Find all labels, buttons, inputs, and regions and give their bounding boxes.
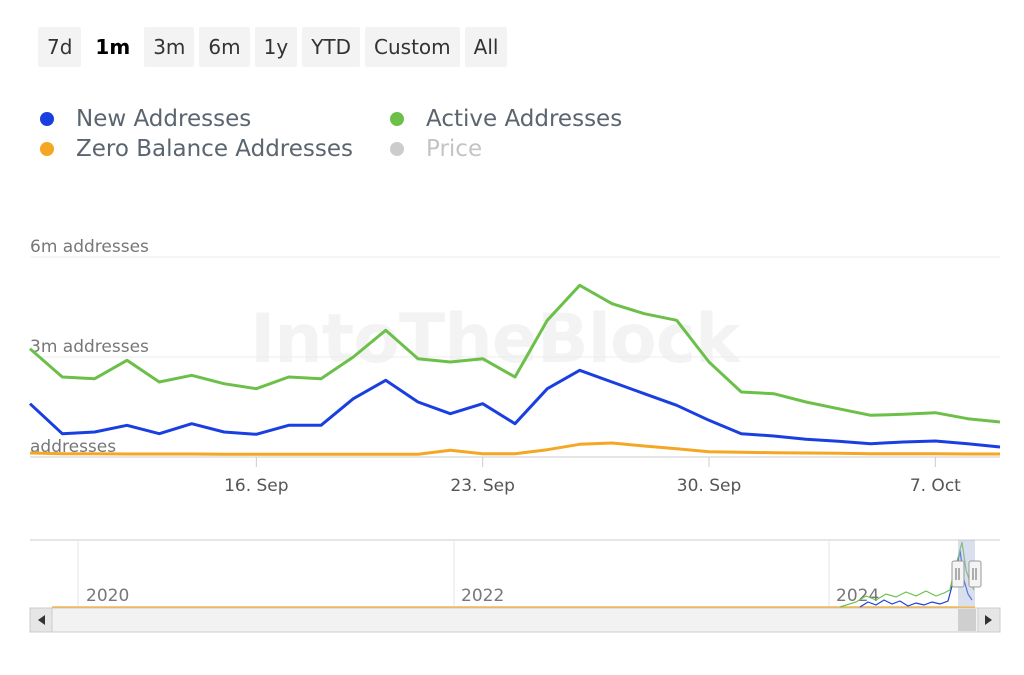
navigator-year-label: 2022: [461, 586, 504, 606]
arrow-right-icon: [985, 615, 992, 625]
navigator-selected-range[interactable]: [958, 540, 975, 606]
legend-label: Active Addresses: [426, 106, 623, 132]
x-tick-label: 16. Sep: [224, 476, 288, 496]
arrow-left-icon: [38, 615, 45, 625]
series-line-active-addresses[interactable]: [29, 283, 1001, 424]
legend-item-new-addresses[interactable]: New Addresses: [40, 106, 251, 132]
range-button-1m[interactable]: 1m: [86, 27, 140, 67]
legend-label: Zero Balance Addresses: [76, 136, 354, 162]
series-lines: [28, 283, 1001, 456]
range-button-custom[interactable]: Custom: [365, 27, 460, 67]
x-tick-label: 7. Oct: [910, 476, 961, 496]
legend-item-active-addresses[interactable]: Active Addresses: [390, 106, 622, 132]
range-button-6m[interactable]: 6m: [199, 27, 250, 67]
legend-dot-icon: [390, 112, 404, 126]
chart-legend: New Addresses Active Addresses Zero Bala…: [40, 106, 680, 170]
time-navigator[interactable]: 2020 2022 2024: [0, 530, 1024, 640]
navigator-year-label: 2024: [836, 586, 879, 606]
legend-item-price[interactable]: Price: [390, 136, 482, 162]
x-tick-label: 23. Sep: [450, 476, 514, 496]
legend-dot-icon: [40, 142, 54, 156]
navigator-scrollbar-thumb[interactable]: [958, 609, 976, 631]
navigator-year-label: 2020: [86, 586, 129, 606]
legend-item-zero-balance-addresses[interactable]: Zero Balance Addresses: [40, 136, 353, 162]
navigator-left-handle[interactable]: [951, 560, 965, 588]
navigator-scrollbar-track[interactable]: [29, 607, 1001, 633]
navigator-active-addresses-line: [839, 541, 975, 608]
series-line-zero-balance-addresses[interactable]: [29, 441, 1000, 456]
series-line-new-addresses[interactable]: [28, 368, 1001, 449]
legend-dot-icon: [40, 112, 54, 126]
range-selector: 7d 1m 3m 6m 1y YTD Custom All: [38, 27, 508, 67]
range-button-3m[interactable]: 3m: [144, 27, 195, 67]
x-axis-labels: 16. Sep 23. Sep 30. Sep 7. Oct: [224, 457, 961, 496]
navigator-new-addresses-line: [859, 549, 973, 608]
navigator-right-handle[interactable]: [968, 560, 982, 588]
range-button-1y[interactable]: 1y: [254, 27, 298, 67]
range-button-ytd[interactable]: YTD: [302, 27, 361, 67]
x-tick-label: 30. Sep: [677, 476, 741, 496]
legend-label: New Addresses: [76, 106, 252, 132]
grid-lines: [30, 256, 1000, 458]
range-button-7d[interactable]: 7d: [38, 27, 82, 67]
legend-label: Price: [426, 136, 483, 162]
y-tick-label: 3m addresses: [30, 337, 149, 357]
range-button-all[interactable]: All: [464, 27, 508, 67]
legend-dot-icon: [390, 142, 404, 156]
y-tick-label: 6m addresses: [30, 237, 149, 257]
